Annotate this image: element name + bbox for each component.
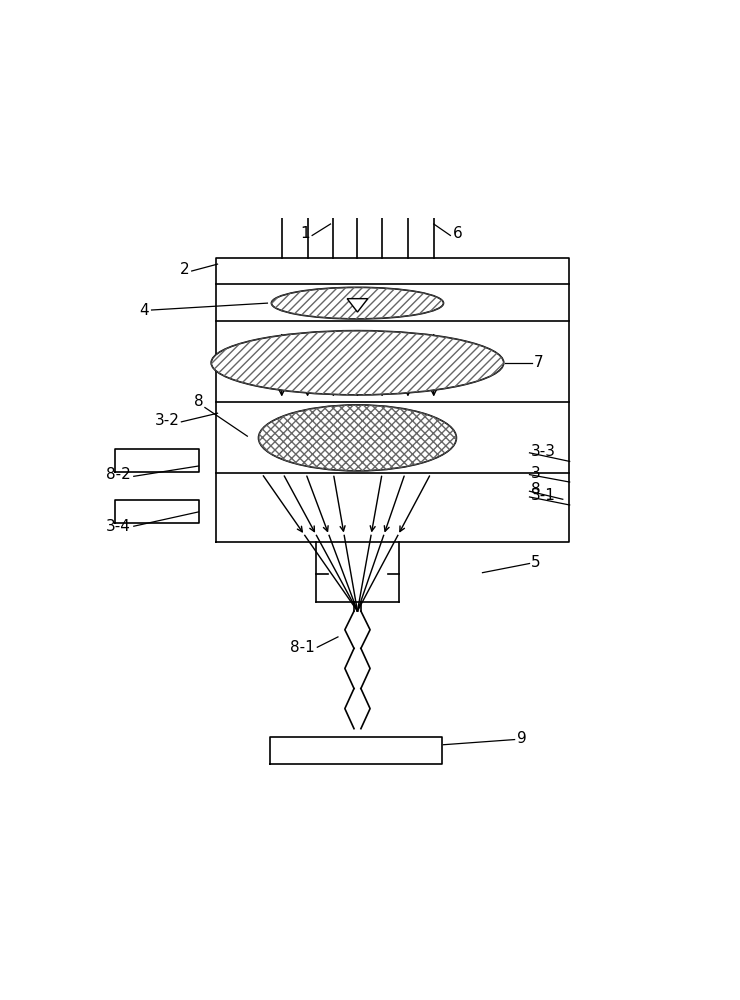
Text: 5: 5	[531, 555, 541, 570]
Text: 1: 1	[300, 226, 309, 241]
Text: 8: 8	[194, 394, 204, 409]
Text: 3-1: 3-1	[531, 488, 556, 503]
Polygon shape	[347, 299, 368, 312]
Text: 3-2: 3-2	[155, 413, 180, 428]
Text: 8-2: 8-2	[107, 467, 131, 482]
Text: 3-3: 3-3	[531, 444, 556, 459]
Text: 3-4: 3-4	[107, 519, 131, 534]
Text: 4: 4	[139, 303, 149, 318]
Ellipse shape	[272, 287, 443, 319]
Text: 3: 3	[531, 466, 541, 481]
Text: 6: 6	[453, 226, 462, 241]
Text: 9: 9	[517, 731, 527, 746]
Text: 8-1: 8-1	[290, 640, 315, 655]
Text: 2: 2	[179, 262, 189, 277]
Ellipse shape	[258, 405, 457, 471]
Ellipse shape	[211, 331, 504, 395]
Text: 7: 7	[534, 355, 544, 370]
Text: 8: 8	[531, 482, 541, 497]
